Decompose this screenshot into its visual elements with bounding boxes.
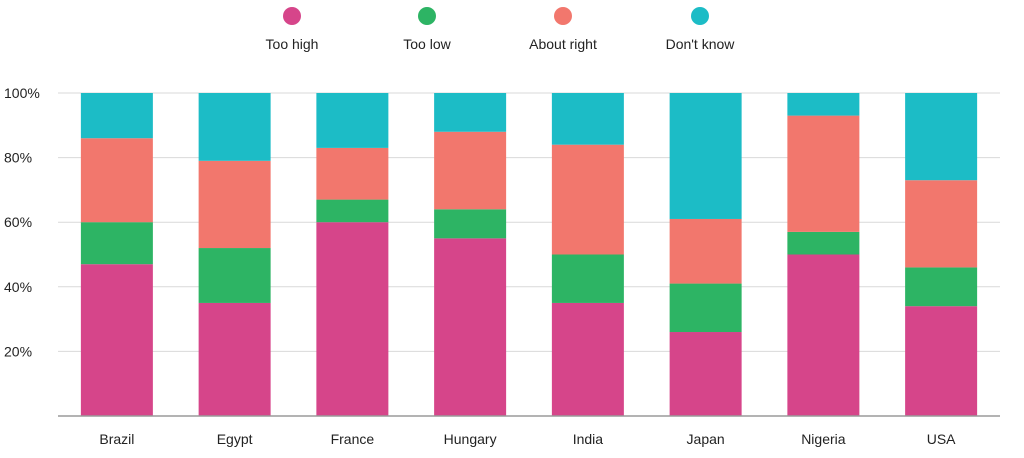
legend-label: Too high bbox=[266, 36, 319, 52]
bar-usa-too-high bbox=[905, 306, 978, 416]
bar-india-don-t-know bbox=[551, 93, 624, 145]
bar-egypt-too-low bbox=[198, 248, 271, 303]
x-tick-label: Egypt bbox=[217, 431, 253, 447]
bars bbox=[80, 93, 978, 416]
bar-nigeria-about-right bbox=[787, 115, 860, 232]
legend-label: Don't know bbox=[666, 36, 736, 52]
bar-usa-don-t-know bbox=[905, 93, 978, 181]
legend-item-too-low: Too low bbox=[403, 7, 452, 52]
bar-japan-too-high bbox=[669, 332, 742, 416]
bar-hungary-about-right bbox=[434, 131, 507, 210]
bar-stack-japan bbox=[669, 93, 742, 416]
bar-france-about-right bbox=[316, 147, 389, 200]
legend-swatch bbox=[691, 7, 709, 25]
legend: Too high Too low About right Don't know bbox=[266, 7, 736, 52]
x-tick-label: USA bbox=[927, 431, 956, 447]
bar-stack-hungary bbox=[434, 93, 507, 416]
legend-label: Too low bbox=[403, 36, 451, 52]
bar-egypt-too-high bbox=[198, 302, 271, 416]
bar-nigeria-too-low bbox=[787, 231, 860, 255]
legend-swatch bbox=[283, 7, 301, 25]
legend-item-too-high: Too high bbox=[266, 7, 319, 52]
bar-stack-france bbox=[316, 93, 389, 416]
bar-india-about-right bbox=[551, 144, 624, 255]
bar-nigeria-too-high bbox=[787, 254, 860, 416]
bar-stack-usa bbox=[905, 93, 978, 416]
bar-stack-brazil bbox=[80, 93, 153, 416]
axes: 20% 40% 60% 80% 100% Brazil Egypt France Hungary… bbox=[4, 85, 1000, 447]
y-tick-label: 40% bbox=[4, 279, 32, 295]
bar-india-too-low bbox=[551, 254, 624, 303]
bar-japan-too-low bbox=[669, 283, 742, 333]
bar-egypt-don-t-know bbox=[198, 93, 271, 161]
bar-brazil-too-high bbox=[80, 264, 153, 416]
bar-hungary-too-low bbox=[434, 209, 507, 239]
bar-india-too-high bbox=[551, 302, 624, 416]
y-tick-label: 100% bbox=[4, 85, 40, 101]
bar-japan-don-t-know bbox=[669, 93, 742, 219]
x-tick-label: Brazil bbox=[99, 431, 134, 447]
bar-egypt-about-right bbox=[198, 160, 271, 249]
bar-stack-egypt bbox=[198, 93, 271, 416]
bar-nigeria-don-t-know bbox=[787, 93, 860, 116]
y-tick-label: 80% bbox=[4, 150, 32, 166]
bar-france-too-high bbox=[316, 222, 389, 416]
bar-stack-india bbox=[551, 93, 624, 416]
bar-stack-nigeria bbox=[787, 93, 860, 416]
x-tick-label: Japan bbox=[687, 431, 725, 447]
bar-usa-about-right bbox=[905, 180, 978, 268]
bar-brazil-too-low bbox=[80, 222, 153, 265]
legend-swatch bbox=[554, 7, 572, 25]
legend-label: About right bbox=[529, 36, 597, 52]
bar-usa-too-low bbox=[905, 267, 978, 307]
legend-item-don-t-know: Don't know bbox=[666, 7, 736, 52]
bar-hungary-too-high bbox=[434, 238, 507, 416]
x-tick-label: Nigeria bbox=[801, 431, 846, 447]
bar-france-too-low bbox=[316, 199, 389, 223]
bar-brazil-about-right bbox=[80, 138, 153, 223]
bar-france-don-t-know bbox=[316, 93, 389, 148]
bar-japan-about-right bbox=[669, 218, 742, 284]
bar-hungary-don-t-know bbox=[434, 93, 507, 132]
bar-brazil-don-t-know bbox=[80, 93, 153, 139]
y-tick-label: 60% bbox=[4, 214, 32, 230]
y-tick-label: 20% bbox=[4, 343, 32, 359]
x-tick-label: France bbox=[331, 431, 375, 447]
x-tick-label: India bbox=[573, 431, 604, 447]
x-tick-label: Hungary bbox=[444, 431, 497, 447]
legend-item-about-right: About right bbox=[529, 7, 597, 52]
legend-swatch bbox=[418, 7, 436, 25]
